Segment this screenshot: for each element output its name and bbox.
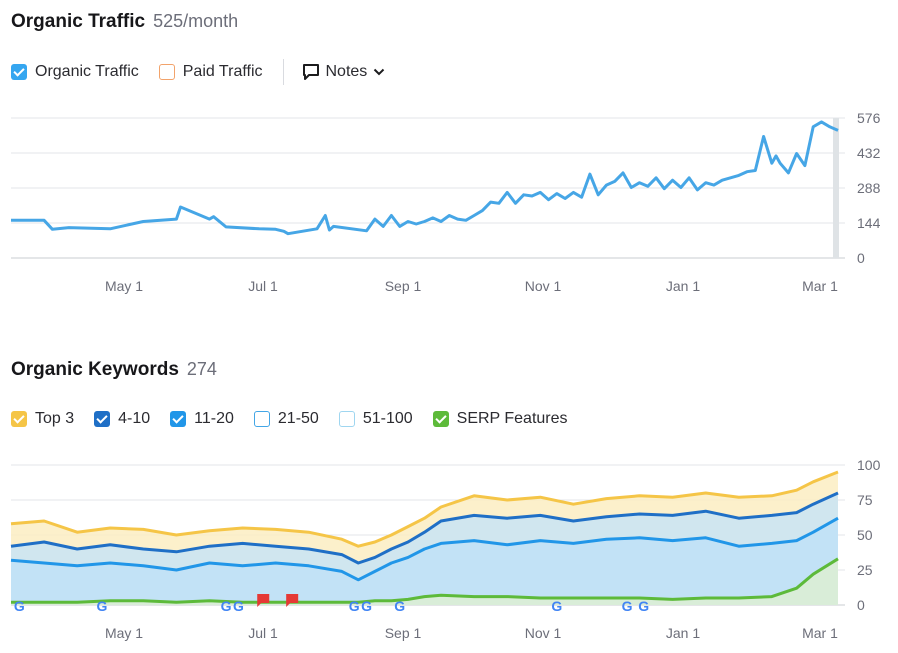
x-tick-label: Mar 1 — [802, 278, 838, 294]
organic-keywords-value: 274 — [186, 359, 217, 379]
google-update-marker[interactable]: G — [361, 598, 372, 614]
google-update-marker[interactable]: G — [622, 598, 633, 614]
google-update-marker[interactable]: G — [551, 598, 562, 614]
organic-traffic-title: Organic Traffic 525/month — [11, 11, 238, 33]
chevron-down-icon — [374, 68, 385, 76]
organic-keywords-legend: Top 3 4-10 11-20 21-50 51-100 SERP Features — [11, 408, 588, 430]
checkbox-paid-traffic[interactable] — [158, 64, 175, 80]
legend-checkbox[interactable] — [432, 411, 449, 427]
legend-label: SERP Features — [456, 410, 568, 427]
notes-label: Notes — [325, 63, 368, 80]
organic-traffic-title-label: Organic Traffic — [11, 11, 146, 32]
notes-icon — [302, 64, 319, 80]
x-tick-label: May 1 — [105, 625, 143, 641]
checkbox-organic-traffic[interactable] — [11, 64, 27, 80]
organic-traffic-chart: 0 144 288 432 576 May 1 Jul 1 Sep 1 Nov 1 Jan 1 M… — [11, 110, 881, 294]
y-tick-label: 144 — [857, 215, 881, 231]
x-tick-label: Jan 1 — [666, 625, 700, 641]
notes-dropdown[interactable]: Notes — [302, 63, 392, 81]
x-tick-label: Mar 1 — [802, 625, 838, 641]
area-11-20 — [11, 518, 838, 605]
x-tick-label: Jul 1 — [248, 278, 278, 294]
legend-label: 51-100 — [362, 410, 413, 427]
note-flag-icon[interactable] — [286, 594, 299, 607]
x-tick-label: Nov 1 — [525, 278, 562, 294]
google-update-marker[interactable]: G — [349, 598, 360, 614]
google-update-marker[interactable]: G — [394, 598, 405, 614]
x-tick-label: Jan 1 — [666, 278, 700, 294]
organic-keywords-title-label: Organic Keywords — [11, 359, 179, 380]
line-top-3 — [10, 470, 839, 548]
legend-organic-traffic[interactable]: Organic Traffic — [11, 63, 139, 81]
line-4-10 — [10, 491, 839, 565]
y-tick-label: 25 — [857, 562, 873, 578]
legend-checkbox[interactable] — [11, 411, 27, 427]
legend-item-serp-features[interactable]: SERP Features — [432, 410, 568, 428]
legend-checkbox[interactable] — [338, 411, 355, 427]
x-tick-label: Jul 1 — [248, 625, 278, 641]
x-tick-label: May 1 — [105, 278, 143, 294]
legend-checkbox[interactable] — [253, 411, 270, 427]
y-tick-label: 0 — [857, 250, 865, 266]
y-tick-label: 576 — [857, 110, 881, 126]
line-11-20 — [10, 516, 839, 582]
legend-paid-traffic-label: Paid Traffic — [182, 63, 263, 80]
organic-traffic-line — [11, 120, 839, 236]
google-update-marker[interactable]: G — [97, 598, 108, 614]
google-update-marker[interactable]: G — [221, 598, 232, 614]
organic-traffic-value: 525/month — [153, 11, 239, 31]
legend-label: 11-20 — [194, 410, 234, 427]
legend-item-top-3[interactable]: Top 3 — [11, 410, 74, 428]
organic-traffic-legend: Organic Traffic Paid Traffic Notes — [11, 59, 392, 85]
y-tick-label: 0 — [857, 597, 865, 613]
x-tick-label: Sep 1 — [385, 625, 422, 641]
google-update-marker[interactable]: G — [638, 598, 649, 614]
legend-item-4-10[interactable]: 4-10 — [94, 410, 150, 428]
current-period-band — [833, 118, 839, 258]
google-update-marker[interactable]: G — [14, 598, 25, 614]
legend-item-11-20[interactable]: 11-20 — [170, 410, 234, 428]
organic-keywords-title: Organic Keywords 274 — [11, 359, 217, 381]
legend-organic-traffic-label: Organic Traffic — [35, 63, 139, 80]
google-update-marker[interactable]: G — [233, 598, 244, 614]
x-tick-label: Sep 1 — [385, 278, 422, 294]
legend-checkbox[interactable] — [170, 411, 187, 427]
legend-paid-traffic[interactable]: Paid Traffic — [158, 63, 263, 81]
legend-checkbox[interactable] — [94, 411, 111, 427]
x-tick-label: Nov 1 — [525, 625, 562, 641]
legend-label: 4-10 — [118, 410, 151, 427]
y-tick-label: 288 — [857, 180, 881, 196]
legend-label: Top 3 — [35, 410, 75, 427]
legend-item-51-100[interactable]: 51-100 — [338, 410, 413, 428]
y-tick-label: 100 — [857, 457, 881, 473]
line-serp-features — [11, 557, 839, 604]
note-flag-icon[interactable] — [257, 594, 270, 607]
legend-divider — [282, 59, 284, 85]
y-tick-label: 75 — [857, 492, 873, 508]
area-serp-features — [11, 558, 838, 605]
y-tick-label: 432 — [857, 145, 881, 161]
legend-label: 21-50 — [277, 410, 319, 427]
y-tick-label: 50 — [857, 527, 873, 543]
legend-item-21-50[interactable]: 21-50 — [253, 410, 319, 428]
